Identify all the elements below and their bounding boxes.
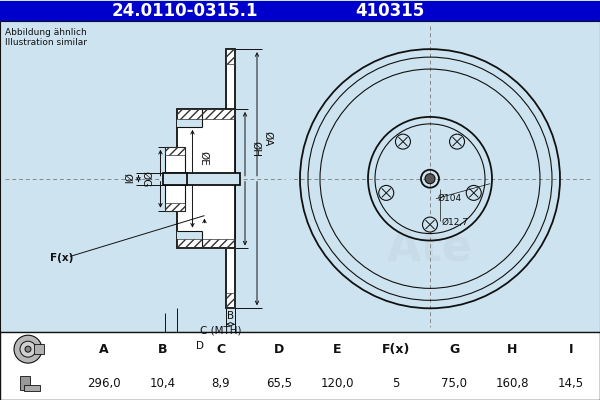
Bar [178, 119, 202, 127]
Text: Illustration similar: Illustration similar [5, 38, 87, 47]
Circle shape [425, 174, 435, 184]
Circle shape [395, 134, 410, 149]
Bar [163, 173, 187, 185]
Text: G: G [449, 343, 459, 356]
Text: Abbildung ähnlich: Abbildung ähnlich [5, 28, 87, 37]
Circle shape [466, 186, 481, 200]
Circle shape [449, 134, 464, 149]
Text: ØI: ØI [121, 173, 131, 184]
Text: Ø104: Ø104 [438, 194, 462, 203]
Text: D: D [274, 343, 284, 356]
Bar [166, 147, 185, 211]
Text: ØE: ØE [199, 152, 208, 166]
Bar [0, 1, 600, 21]
Text: A: A [100, 343, 109, 356]
Bar [178, 109, 235, 248]
Text: 14,5: 14,5 [558, 376, 584, 390]
Bar [166, 147, 185, 155]
Text: ØA: ØA [263, 131, 273, 146]
Text: 296,0: 296,0 [88, 376, 121, 390]
Text: ØG: ØG [140, 170, 151, 187]
Circle shape [14, 335, 42, 363]
Text: Ø12,7: Ø12,7 [442, 218, 469, 227]
Text: 160,8: 160,8 [496, 376, 529, 390]
Bar [0, 332, 600, 400]
Circle shape [20, 341, 36, 357]
Text: H: H [508, 343, 518, 356]
Text: 120,0: 120,0 [321, 376, 354, 390]
Bar [0, 21, 600, 332]
Circle shape [379, 186, 394, 200]
Text: Ate: Ate [387, 227, 473, 270]
Bar [178, 238, 235, 248]
Text: 8,9: 8,9 [212, 376, 230, 390]
Text: 410315: 410315 [355, 2, 425, 20]
Text: 75,0: 75,0 [441, 376, 467, 390]
Text: F(x): F(x) [50, 254, 73, 264]
Text: F(x): F(x) [382, 343, 410, 356]
Text: ØH: ØH [251, 141, 261, 157]
Circle shape [25, 346, 31, 352]
Circle shape [422, 217, 437, 232]
Text: 65,5: 65,5 [266, 376, 292, 390]
Bar [166, 203, 185, 211]
Bar [178, 109, 235, 119]
Bar [226, 49, 235, 308]
Text: 5: 5 [392, 376, 400, 390]
Text: C: C [216, 343, 226, 356]
Text: E: E [333, 343, 342, 356]
Text: 10,4: 10,4 [149, 376, 176, 390]
Bar [24, 385, 40, 391]
Bar [226, 49, 235, 64]
Bar [178, 230, 202, 238]
Text: B: B [158, 343, 167, 356]
Text: 24.0110-0315.1: 24.0110-0315.1 [112, 2, 258, 20]
Text: B: B [227, 311, 234, 321]
Bar [166, 173, 240, 185]
Text: C (MTH): C (MTH) [200, 325, 242, 335]
Bar [20, 376, 30, 390]
Text: I: I [569, 343, 573, 356]
Bar [226, 293, 235, 308]
Bar [34, 344, 44, 354]
Text: D: D [196, 341, 204, 351]
